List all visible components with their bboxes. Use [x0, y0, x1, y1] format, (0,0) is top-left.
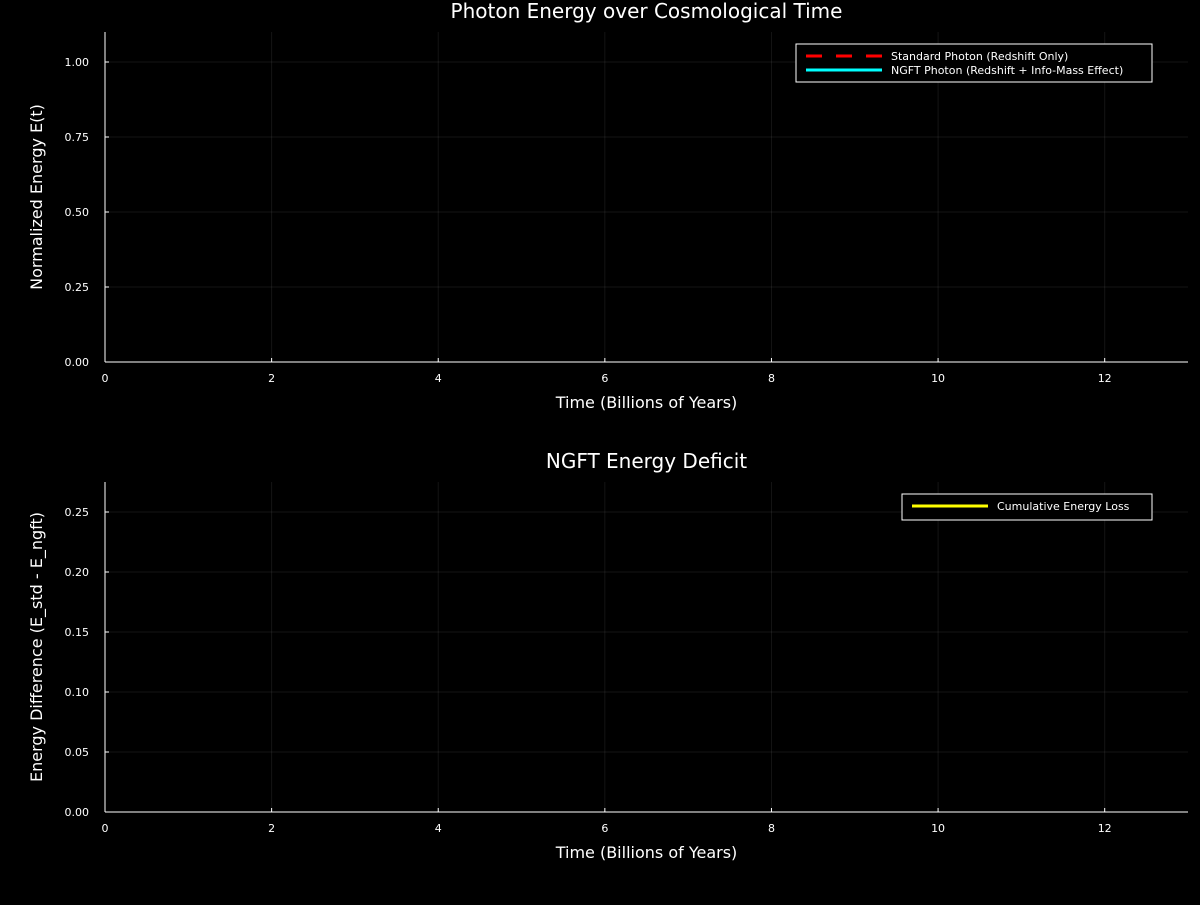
y-tick-label: 0.50 — [65, 206, 90, 219]
plot-panel-2: 0 2 4 6 8 10 12 0.00 0.05 0.10 0.15 0.20 0.25 NGFT En… — [27, 449, 1188, 862]
plot-panel-1: 0 2 4 6 8 10 12 0.00 0.25 0.50 0.75 1.00 Photon Ener… — [27, 0, 1188, 412]
legend-entry: Standard Photon (Redshift Only) — [891, 50, 1068, 63]
y-axis-label: Energy Difference (E_std - E_ngft) — [27, 512, 47, 782]
legend-box — [795, 43, 1153, 83]
y-axis-label: Normalized Energy E(t) — [27, 104, 46, 290]
x-tick-label: 10 — [931, 372, 945, 385]
y-tick-label: 0.25 — [65, 506, 90, 519]
legend: Standard Photon (Redshift Only)NGFT Phot… — [795, 43, 1153, 83]
x-tick-label: 6 — [601, 372, 608, 385]
y-tick-label: 1.00 — [65, 56, 90, 69]
x-tick-label: 4 — [435, 822, 442, 835]
x-tick-label: 0 — [102, 822, 109, 835]
y-tick-label: 0.25 — [65, 281, 90, 294]
x-axis-label: Time (Billions of Years) — [555, 843, 738, 862]
y-tick-label: 0.20 — [65, 566, 90, 579]
chart-title: NGFT Energy Deficit — [546, 449, 747, 473]
legend: Cumulative Energy Loss — [901, 493, 1153, 521]
y-tick-label: 0.00 — [65, 356, 90, 369]
y-tick-label: 0.05 — [65, 746, 90, 759]
y-tick-label: 0.10 — [65, 686, 90, 699]
legend-entry: NGFT Photon (Redshift + Info-Mass Effect… — [891, 64, 1123, 77]
x-tick-label: 8 — [768, 822, 775, 835]
x-tick-label: 6 — [601, 822, 608, 835]
x-tick-label: 0 — [102, 372, 109, 385]
x-tick-label: 12 — [1098, 822, 1112, 835]
x-tick-label: 8 — [768, 372, 775, 385]
x-tick-label: 2 — [268, 822, 275, 835]
y-tick-label: 0.75 — [65, 131, 90, 144]
y-tick-label: 0.00 — [65, 806, 90, 819]
x-axis-label: Time (Billions of Years) — [555, 393, 738, 412]
legend-entry: Cumulative Energy Loss — [997, 500, 1130, 513]
x-tick-label: 10 — [931, 822, 945, 835]
x-tick-label: 12 — [1098, 372, 1112, 385]
y-tick-label: 0.15 — [65, 626, 90, 639]
chart-title: Photon Energy over Cosmological Time — [451, 0, 843, 23]
x-tick-label: 2 — [268, 372, 275, 385]
x-tick-label: 4 — [435, 372, 442, 385]
